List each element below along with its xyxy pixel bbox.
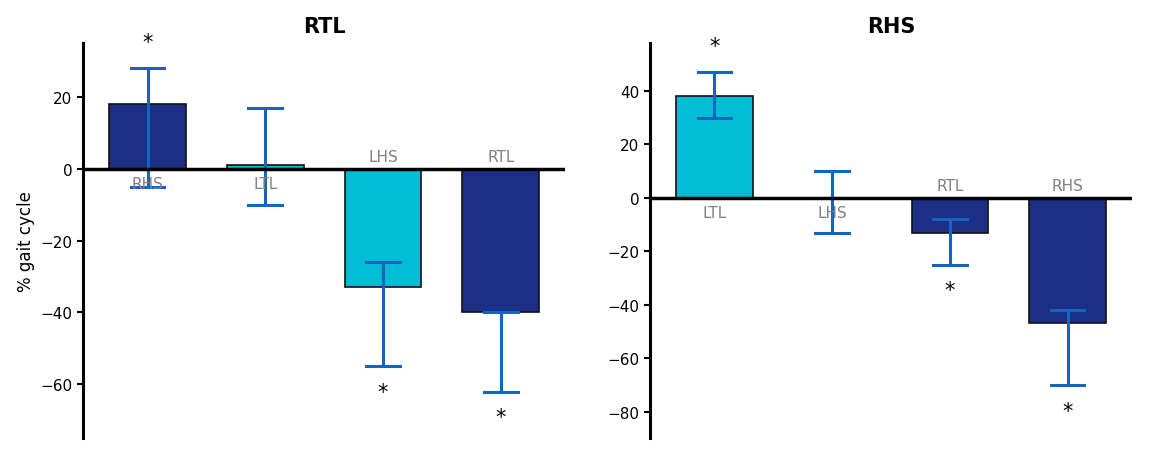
Text: LTL: LTL	[702, 206, 726, 220]
Bar	[345, 169, 422, 288]
Text: RTL: RTL	[936, 179, 964, 194]
Bar	[676, 97, 753, 198]
Bar	[462, 169, 539, 313]
Text: *: *	[1063, 401, 1073, 421]
Text: RHS: RHS	[1051, 179, 1084, 194]
Text: LHS: LHS	[368, 150, 398, 165]
Title: RHS: RHS	[866, 17, 916, 36]
Text: *: *	[378, 382, 388, 402]
Y-axis label: % gait cycle: % gait cycle	[17, 191, 34, 291]
Bar	[109, 105, 186, 169]
Bar	[228, 166, 303, 169]
Text: LTL: LTL	[253, 177, 277, 192]
Bar	[911, 198, 988, 233]
Text: RTL: RTL	[487, 150, 515, 165]
Text: *: *	[495, 408, 506, 427]
Text: *: *	[142, 33, 153, 53]
Text: LHS: LHS	[817, 206, 847, 220]
Bar	[1030, 198, 1105, 324]
Text: *: *	[944, 281, 955, 301]
Title: RTL: RTL	[303, 17, 346, 36]
Text: RHS: RHS	[132, 177, 163, 192]
Text: *: *	[709, 37, 719, 57]
